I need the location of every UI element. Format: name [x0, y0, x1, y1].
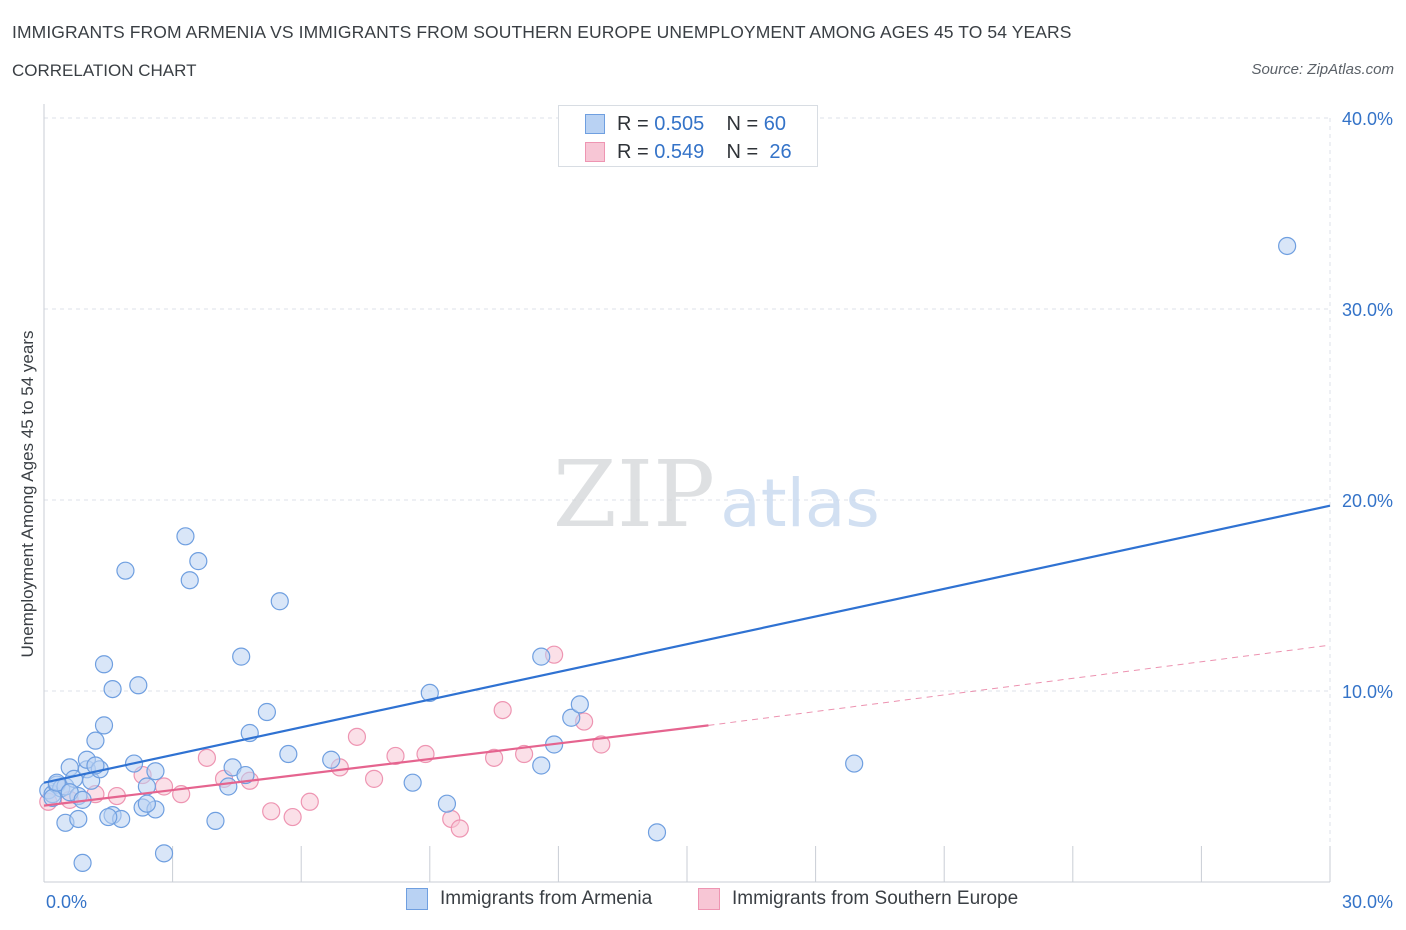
source-label: Source: ZipAtlas.com	[1251, 61, 1394, 78]
point-armenia	[137, 794, 156, 813]
point-armenia	[570, 695, 589, 714]
point-armenia	[1278, 236, 1297, 256]
axes	[43, 104, 1331, 883]
bottom-legend-label: Immigrants from Armenia	[440, 888, 653, 909]
y-tick-label: 40.0%	[1342, 109, 1393, 129]
point-armenia	[180, 571, 199, 590]
point-southern-europe	[515, 744, 534, 764]
point-armenia	[532, 647, 551, 666]
tick-labels: 10.0% 20.0% 30.0% 40.0% 0.0% 30.0%	[46, 109, 1393, 912]
point-armenia	[99, 807, 118, 827]
point-armenia	[322, 750, 341, 769]
watermark-zip: ZIP	[553, 441, 715, 548]
legend-r-label: R =	[617, 140, 649, 163]
point-armenia	[270, 592, 289, 611]
point-armenia	[532, 756, 551, 775]
x-tick-label: 30.0%	[1342, 892, 1393, 912]
point-armenia	[845, 754, 864, 773]
bottom-legend-armenia: Immigrants from Armenia	[406, 888, 652, 910]
watermark: ZIP atlas	[553, 441, 880, 548]
point-southern-europe	[347, 727, 367, 746]
legend-swatch-blue	[585, 114, 605, 134]
point-armenia	[73, 853, 92, 873]
bottom-legend-label: Immigrants from Southern Europe	[732, 888, 1019, 909]
point-armenia	[189, 552, 208, 571]
point-armenia	[206, 811, 225, 830]
point-armenia	[86, 731, 105, 750]
point-armenia	[103, 679, 122, 699]
trend-line-armenia	[43, 504, 1331, 784]
point-armenia	[129, 676, 148, 695]
point-armenia	[403, 773, 422, 792]
point-armenia	[94, 655, 114, 674]
watermark-atlas: atlas	[720, 465, 880, 542]
legend-n-label: N =	[726, 140, 759, 163]
point-southern-europe	[300, 792, 319, 811]
point-southern-europe	[592, 735, 611, 754]
point-armenia	[236, 765, 255, 785]
point-armenia	[219, 777, 238, 796]
point-armenia	[232, 647, 251, 666]
point-southern-europe	[493, 700, 512, 720]
y-axis-label: Unemployment Among Ages 45 to 54 years	[18, 331, 37, 658]
y-tick-label: 10.0%	[1342, 682, 1393, 702]
point-armenia	[69, 809, 88, 829]
point-southern-europe	[197, 748, 216, 767]
y-tick-label: 20.0%	[1342, 491, 1393, 511]
trend-lines	[43, 504, 1331, 807]
trend-line-extension	[708, 644, 1331, 726]
point-armenia	[146, 762, 165, 781]
bottom-legend-swatch-blue	[406, 888, 428, 910]
bottom-legend-southern-europe: Immigrants from Southern Europe	[698, 888, 1018, 910]
point-armenia	[176, 527, 195, 546]
legend-r-value: 0.505	[654, 112, 705, 135]
point-armenia	[420, 683, 439, 703]
point-armenia	[94, 716, 114, 735]
point-southern-europe	[485, 748, 504, 767]
chart-title: IMMIGRANTS FROM ARMENIA VS IMMIGRANTS FR…	[12, 22, 1072, 42]
legend-r-value: 0.549	[654, 140, 705, 163]
point-southern-europe	[262, 802, 281, 821]
legend-swatch-pink	[585, 142, 605, 162]
point-southern-europe	[386, 746, 405, 766]
point-armenia	[154, 844, 174, 863]
point-armenia	[257, 702, 277, 722]
point-armenia	[562, 708, 581, 727]
point-armenia	[647, 823, 667, 842]
bottom-legend-swatch-pink	[698, 888, 720, 910]
point-armenia	[437, 794, 457, 813]
legend-row-southern-europe: R = 0.549 N = 26	[585, 139, 792, 165]
legend-r-label: R =	[617, 112, 649, 135]
chart-subtitle: CORRELATION CHART	[12, 61, 197, 80]
point-southern-europe	[450, 819, 469, 838]
legend-n-value: 60	[763, 112, 787, 135]
legend-n-label: N =	[726, 112, 759, 135]
legend-row-armenia: R = 0.505 N = 60	[585, 111, 786, 137]
point-southern-europe	[283, 807, 302, 827]
point-southern-europe	[364, 769, 384, 788]
legend-n-value: 26	[769, 140, 792, 163]
legend: R = 0.505 N = 60 R = 0.549 N = 26	[558, 105, 818, 167]
x-tick-label: 0.0%	[46, 892, 87, 912]
y-tick-label: 30.0%	[1342, 300, 1393, 320]
point-armenia	[279, 744, 298, 764]
trend-line-southern-europe	[43, 724, 709, 807]
data-points	[39, 236, 1297, 873]
point-armenia	[116, 561, 135, 580]
